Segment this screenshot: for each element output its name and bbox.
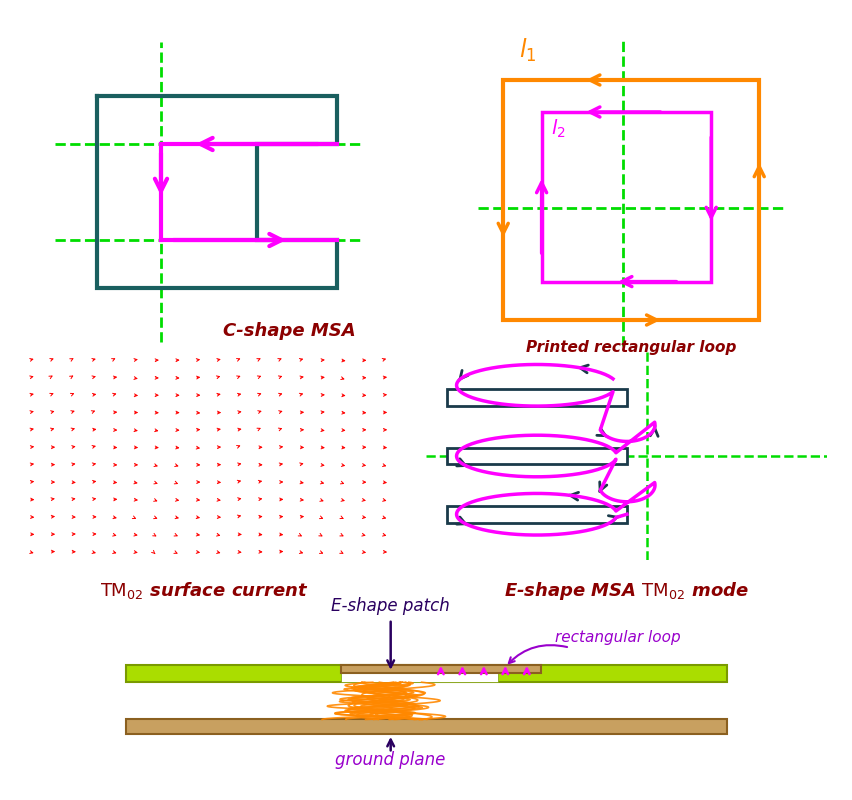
- Text: C-shape MSA: C-shape MSA: [222, 322, 355, 340]
- Bar: [503, 80, 758, 320]
- Bar: [125, 719, 727, 734]
- Text: $l_1$: $l_1$: [519, 37, 536, 64]
- Text: rectangular loop: rectangular loop: [555, 630, 680, 645]
- Text: $\rm TM_{02}$ surface current: $\rm TM_{02}$ surface current: [101, 580, 308, 601]
- Text: E-shape patch: E-shape patch: [331, 597, 450, 615]
- Bar: [541, 112, 711, 282]
- Text: Printed rectangular loop: Printed rectangular loop: [526, 340, 735, 355]
- Text: E-shape MSA $\rm TM_{02}$ mode: E-shape MSA $\rm TM_{02}$ mode: [504, 580, 749, 602]
- Bar: [446, 506, 626, 522]
- Bar: [340, 665, 498, 682]
- Bar: [340, 665, 540, 673]
- Bar: [125, 665, 727, 682]
- Bar: [446, 448, 626, 464]
- Text: $l_2$: $l_2$: [550, 118, 565, 140]
- Text: ground plane: ground plane: [335, 750, 446, 769]
- Bar: [446, 390, 626, 406]
